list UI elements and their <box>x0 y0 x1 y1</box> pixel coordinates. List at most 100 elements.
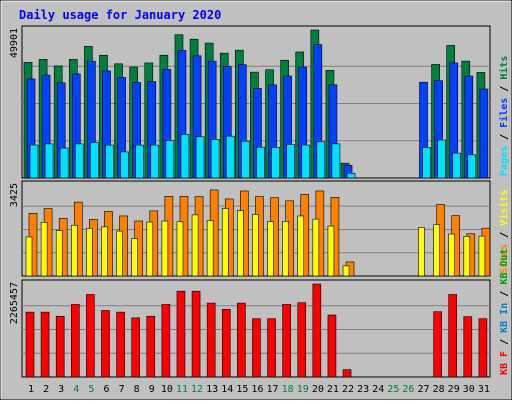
x-tick-label-19: 19 <box>297 384 309 395</box>
bar-kb-f-10 <box>161 304 171 378</box>
x-tick-label-17: 17 <box>267 384 279 395</box>
bar-pages-29 <box>452 152 462 179</box>
x-tick-label-11: 11 <box>176 384 188 395</box>
x-tick-label-25: 25 <box>387 384 399 395</box>
x-tick-label-3: 3 <box>58 384 64 395</box>
legend-separator: / <box>499 285 510 303</box>
bar-visits-10 <box>161 220 169 277</box>
bar-pages-30 <box>467 154 477 179</box>
bar-kb-f-8 <box>131 317 140 378</box>
bar-visits-1 <box>25 236 33 277</box>
x-tick-label-15: 15 <box>236 384 248 395</box>
bar-files-31 <box>479 88 489 179</box>
x-tick-label-22: 22 <box>342 384 354 395</box>
bar-pages-15 <box>241 140 250 179</box>
x-tick-label-6: 6 <box>103 384 109 395</box>
bar-pages-2 <box>44 143 54 179</box>
bar-kb-f-11 <box>176 290 186 378</box>
legend-kb-in: KB In <box>499 303 510 333</box>
bar-visits-7 <box>116 230 123 277</box>
bar-pages-10 <box>165 140 175 179</box>
bar-kb-f-22 <box>342 369 352 378</box>
bar-visits-31 <box>478 235 486 277</box>
legend-kb-out: KB Out <box>499 249 510 285</box>
bar-pages-21 <box>331 143 341 179</box>
bar-kb-f-16 <box>252 318 261 378</box>
x-tick-label-1: 1 <box>28 384 34 395</box>
bar-pages-8 <box>135 144 144 179</box>
legend-pages: Pages <box>499 146 510 176</box>
x-tick-label-13: 13 <box>206 384 218 395</box>
bar-pages-1 <box>29 144 39 179</box>
bar-kb-f-14 <box>221 308 231 378</box>
x-tick-label-28: 28 <box>433 384 445 395</box>
x-tick-label-26: 26 <box>402 384 414 395</box>
legend-visits: Visits <box>498 190 510 226</box>
bar-kb-f-4 <box>70 304 80 378</box>
bar-kb-f-12 <box>191 290 201 378</box>
bar-visits-27 <box>418 227 425 277</box>
bar-visits-20 <box>312 218 320 277</box>
bar-visits-3 <box>55 230 63 277</box>
x-tick-label-18: 18 <box>282 384 294 395</box>
bar-pages-19 <box>301 144 311 179</box>
x-tick-label-16: 16 <box>251 384 263 395</box>
x-tick-label-9: 9 <box>149 384 155 395</box>
bar-kb-f-20 <box>312 283 322 378</box>
bar-pages-9 <box>150 144 160 179</box>
bar-kb-f-19 <box>297 302 307 378</box>
bar-pages-7 <box>120 151 129 179</box>
x-tick-label-14: 14 <box>221 384 233 395</box>
x-tick-label-2: 2 <box>43 384 49 395</box>
x-tick-label-30: 30 <box>463 384 475 395</box>
x-tick-label-8: 8 <box>134 384 140 395</box>
bar-kb-f-15 <box>237 302 246 378</box>
bar-pages-18 <box>286 144 295 179</box>
bar-visits-30 <box>463 236 471 277</box>
panel-legend: Sites / Visits <box>498 190 510 274</box>
x-tick-label-23: 23 <box>357 384 369 395</box>
chart-title: Daily usage for January 2020 <box>19 8 221 22</box>
legend-files: Files <box>498 98 510 128</box>
bar-visits-2 <box>40 222 48 277</box>
x-tick-label-31: 31 <box>478 384 490 395</box>
y-max-label: 49901 <box>9 28 20 58</box>
bar-visits-19 <box>297 215 305 277</box>
bar-kb-f-31 <box>478 318 488 378</box>
legend-hits: Hits <box>498 56 510 80</box>
bar-visits-8 <box>131 238 138 277</box>
bar-visits-17 <box>267 221 274 277</box>
x-tick-label-4: 4 <box>73 384 79 395</box>
x-tick-label-12: 12 <box>191 384 203 395</box>
bar-kb-f-2 <box>40 311 50 378</box>
legend-separator: / <box>499 80 510 98</box>
bar-visits-5 <box>86 228 93 277</box>
bar-pages-22 <box>346 172 356 179</box>
x-tick-label-7: 7 <box>119 384 125 395</box>
x-tick-label-10: 10 <box>161 384 173 395</box>
bar-kb-f-30 <box>463 316 473 378</box>
bar-visits-29 <box>448 233 456 277</box>
bar-pages-6 <box>105 144 114 179</box>
legend-sites: Sites <box>498 244 510 274</box>
bar-kb-f-7 <box>116 311 125 378</box>
bar-kb-f-13 <box>206 302 216 378</box>
bar-pages-13 <box>210 139 220 179</box>
bar-visits-15 <box>237 210 244 277</box>
bar-visits-9 <box>146 221 154 277</box>
legend-separator: / <box>499 128 510 146</box>
panel-legend: Pages / Files / Hits <box>498 56 510 176</box>
bar-pages-3 <box>59 147 69 179</box>
bar-pages-27 <box>422 147 431 179</box>
bar-visits-13 <box>206 220 214 277</box>
bar-pages-11 <box>180 134 190 179</box>
y-max-label: 2265457 <box>9 282 20 324</box>
bar-pages-28 <box>437 139 446 179</box>
bar-kb-f-28 <box>433 311 442 378</box>
x-tick-label-5: 5 <box>88 384 94 395</box>
bar-visits-28 <box>433 224 440 277</box>
x-tick-label-20: 20 <box>312 384 324 395</box>
bar-kb-f-21 <box>327 314 337 378</box>
bar-visits-16 <box>252 214 259 277</box>
